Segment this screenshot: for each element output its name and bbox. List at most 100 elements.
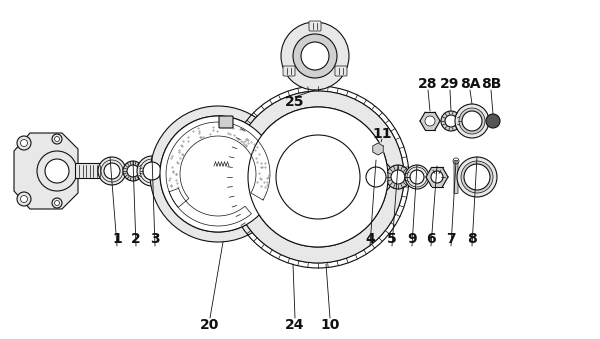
Text: 25: 25 [285, 95, 305, 109]
Text: 20: 20 [200, 318, 220, 332]
Polygon shape [169, 188, 251, 226]
Circle shape [441, 111, 461, 131]
Circle shape [431, 171, 443, 183]
Circle shape [467, 167, 487, 187]
Circle shape [410, 170, 424, 184]
Circle shape [457, 157, 497, 197]
Circle shape [248, 107, 388, 247]
Polygon shape [430, 112, 440, 121]
FancyBboxPatch shape [335, 66, 347, 76]
Polygon shape [425, 112, 435, 121]
Polygon shape [420, 112, 430, 121]
Circle shape [17, 136, 31, 150]
Circle shape [127, 165, 139, 177]
Circle shape [55, 137, 59, 141]
Circle shape [55, 200, 59, 205]
Circle shape [305, 46, 325, 66]
Circle shape [359, 160, 393, 194]
FancyBboxPatch shape [454, 160, 458, 194]
Circle shape [137, 156, 167, 186]
Polygon shape [14, 133, 78, 209]
Circle shape [304, 163, 332, 191]
Circle shape [262, 121, 374, 233]
Text: 2: 2 [131, 232, 141, 246]
Circle shape [268, 159, 274, 165]
Circle shape [467, 116, 477, 126]
Circle shape [315, 125, 321, 131]
Circle shape [471, 171, 483, 183]
Circle shape [160, 116, 276, 232]
Circle shape [341, 211, 352, 222]
Text: 8A: 8A [460, 77, 480, 91]
Circle shape [455, 104, 489, 138]
Circle shape [288, 147, 348, 207]
Text: 8: 8 [467, 232, 477, 246]
Polygon shape [420, 121, 430, 129]
Text: 6: 6 [426, 232, 436, 246]
Circle shape [462, 111, 482, 131]
Circle shape [204, 210, 212, 218]
Circle shape [281, 22, 349, 90]
Circle shape [248, 107, 388, 247]
Circle shape [150, 106, 286, 242]
FancyBboxPatch shape [76, 163, 107, 179]
Circle shape [461, 161, 493, 193]
Text: 24: 24 [285, 318, 305, 332]
Circle shape [98, 157, 126, 185]
Text: 5: 5 [387, 232, 397, 246]
Polygon shape [426, 167, 437, 177]
Circle shape [459, 108, 485, 134]
Text: 3: 3 [150, 232, 160, 246]
Circle shape [206, 162, 230, 186]
Circle shape [206, 212, 210, 216]
FancyBboxPatch shape [309, 21, 321, 31]
Circle shape [359, 156, 370, 167]
Text: 28: 28 [418, 77, 438, 91]
Text: 11: 11 [372, 127, 392, 141]
Circle shape [52, 198, 62, 208]
Circle shape [123, 161, 143, 181]
Circle shape [101, 166, 111, 176]
Circle shape [344, 214, 350, 220]
Circle shape [20, 140, 28, 146]
Circle shape [276, 135, 360, 219]
Polygon shape [430, 121, 440, 129]
Circle shape [313, 122, 323, 134]
Circle shape [266, 156, 277, 167]
Circle shape [104, 163, 120, 179]
Circle shape [293, 34, 337, 78]
Circle shape [17, 192, 31, 206]
Circle shape [296, 155, 340, 199]
Circle shape [366, 167, 386, 187]
Circle shape [286, 214, 292, 220]
FancyBboxPatch shape [283, 66, 295, 76]
Polygon shape [425, 121, 435, 129]
Polygon shape [431, 177, 443, 186]
Circle shape [20, 196, 28, 202]
Circle shape [143, 162, 161, 180]
Polygon shape [431, 167, 443, 177]
Circle shape [160, 116, 276, 232]
Circle shape [224, 216, 236, 228]
Polygon shape [373, 143, 383, 155]
Circle shape [445, 115, 457, 127]
Circle shape [464, 164, 490, 190]
Circle shape [284, 211, 295, 222]
Circle shape [232, 91, 404, 263]
Text: 4: 4 [365, 232, 375, 246]
Polygon shape [426, 177, 437, 186]
Text: 10: 10 [320, 318, 340, 332]
Text: 9: 9 [407, 232, 417, 246]
Circle shape [45, 159, 69, 183]
Text: 8B: 8B [481, 77, 501, 91]
Circle shape [425, 116, 435, 126]
Circle shape [464, 113, 480, 129]
Text: 7: 7 [446, 232, 456, 246]
Polygon shape [437, 167, 448, 177]
Circle shape [301, 42, 329, 70]
Circle shape [375, 146, 381, 152]
Text: 29: 29 [440, 77, 460, 91]
Text: 1: 1 [112, 232, 122, 246]
Circle shape [386, 165, 410, 189]
Circle shape [362, 159, 368, 165]
